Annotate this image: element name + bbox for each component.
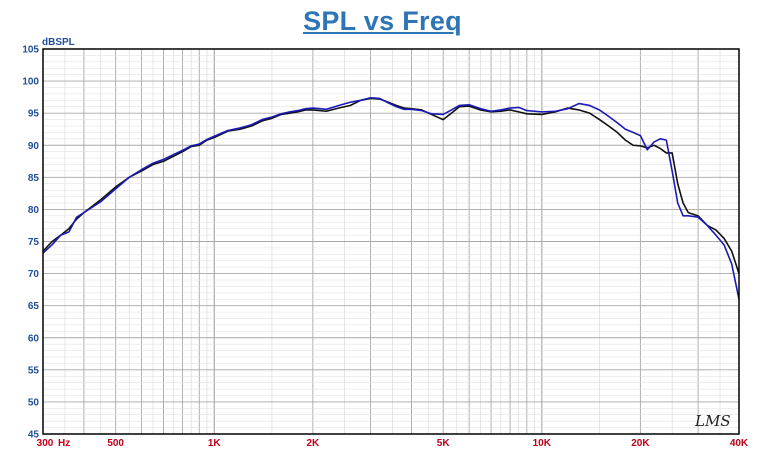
x-unit-label: Hz [58, 438, 70, 449]
chart-title: SPL vs Freq [303, 6, 462, 36]
x-tick-label: 40K [730, 438, 749, 449]
x-tick-label: 1K [208, 438, 222, 449]
x-tick-label: 300 [37, 438, 54, 449]
lms-watermark: LMS [694, 412, 731, 430]
chart-grid [42, 48, 740, 435]
y-tick-label: 80 [28, 205, 40, 216]
series-line-1 [42, 97, 740, 274]
y-tick-label: 50 [28, 397, 40, 408]
y-tick-label: 85 [28, 173, 40, 184]
y-tick-label: 70 [28, 269, 40, 280]
y-tick-label: 65 [28, 301, 40, 312]
x-tick-label: 5K [437, 438, 451, 449]
y-axis-label: dBSPL [42, 37, 75, 48]
x-tick-labels: 300 500 1K 2K 5K 10K 20K 40K [37, 438, 749, 449]
y-tick-label: 95 [28, 109, 40, 120]
plot-frame [42, 48, 740, 435]
series-line-2 [42, 96, 740, 300]
series-layer [42, 96, 740, 300]
x-tick-label: 500 [107, 438, 124, 449]
y-tick-label: 45 [28, 430, 40, 441]
y-tick-label: 90 [28, 141, 40, 152]
x-tick-label: 10K [533, 438, 552, 449]
y-tick-label: 100 [22, 77, 39, 88]
y-tick-label: 75 [28, 237, 40, 248]
x-tick-label: 20K [631, 438, 650, 449]
x-tick-label: 2K [306, 438, 320, 449]
y-tick-labels: 45 50 55 60 65 70 75 80 85 90 95 100 105 [22, 45, 39, 441]
y-tick-label: 105 [22, 45, 39, 56]
y-tick-label: 55 [28, 365, 40, 376]
y-tick-label: 60 [28, 333, 40, 344]
